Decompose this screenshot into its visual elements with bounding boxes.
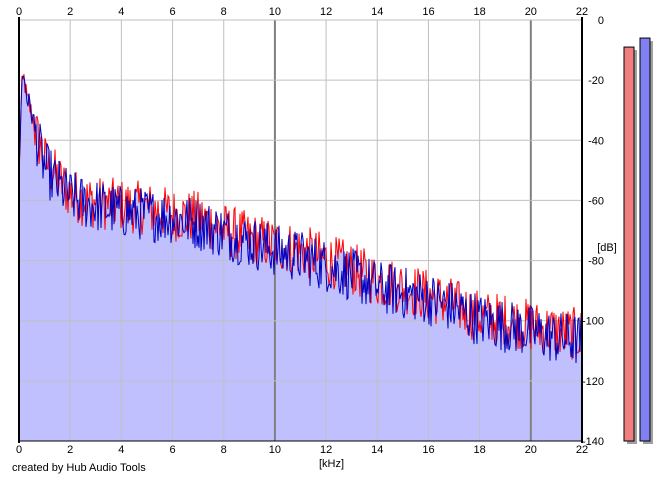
x-tick-label-bottom: 18 <box>474 444 486 456</box>
y-tick-label: -40 <box>588 135 604 147</box>
y-tick-label: -120 <box>582 376 604 388</box>
x-tick-label-bottom: 4 <box>118 444 124 456</box>
x-tick-label-bottom: 8 <box>221 444 227 456</box>
x-axis-label: [kHz] <box>319 458 344 470</box>
x-tick-label-bottom: 12 <box>320 444 332 456</box>
x-tick-label-top: 14 <box>371 6 383 18</box>
x-tick-label-top: 8 <box>221 6 227 18</box>
x-tick-label-bottom: 2 <box>67 444 73 456</box>
x-tick-label-top: 12 <box>320 6 332 18</box>
x-tick-label-top: 18 <box>474 6 486 18</box>
y-tick-label: -60 <box>588 195 604 207</box>
left-level-meter <box>623 46 635 442</box>
x-tick-label-bottom: 0 <box>16 444 22 456</box>
x-tick-label-top: 4 <box>118 6 124 18</box>
right-channel-trace <box>18 75 583 364</box>
x-tick-label-top: 20 <box>525 6 537 18</box>
x-tick-label-top: 2 <box>67 6 73 18</box>
x-tick-label-top: 6 <box>169 6 175 18</box>
x-tick-label-bottom: 22 <box>576 444 588 456</box>
y-axis-label: [dB] <box>597 242 617 254</box>
y-tick-label: -140 <box>582 436 604 448</box>
x-tick-label-top: 10 <box>269 6 281 18</box>
x-tick-label-bottom: 6 <box>169 444 175 456</box>
x-tick-label-top: 22 <box>576 6 588 18</box>
x-tick-label-top: 0 <box>16 6 22 18</box>
right-level-meter <box>639 37 651 442</box>
y-tick-label: -80 <box>588 256 604 268</box>
x-tick-label-bottom: 14 <box>371 444 383 456</box>
credit-text: created by Hub Audio Tools <box>12 462 146 474</box>
y-tick-label: -20 <box>588 75 604 87</box>
x-tick-label-bottom: 10 <box>269 444 281 456</box>
x-tick-label-top: 16 <box>422 6 434 18</box>
x-tick-label-bottom: 16 <box>422 444 434 456</box>
y-tick-label: 0 <box>598 15 604 27</box>
x-tick-label-bottom: 20 <box>525 444 537 456</box>
y-tick-label: -100 <box>582 316 604 328</box>
